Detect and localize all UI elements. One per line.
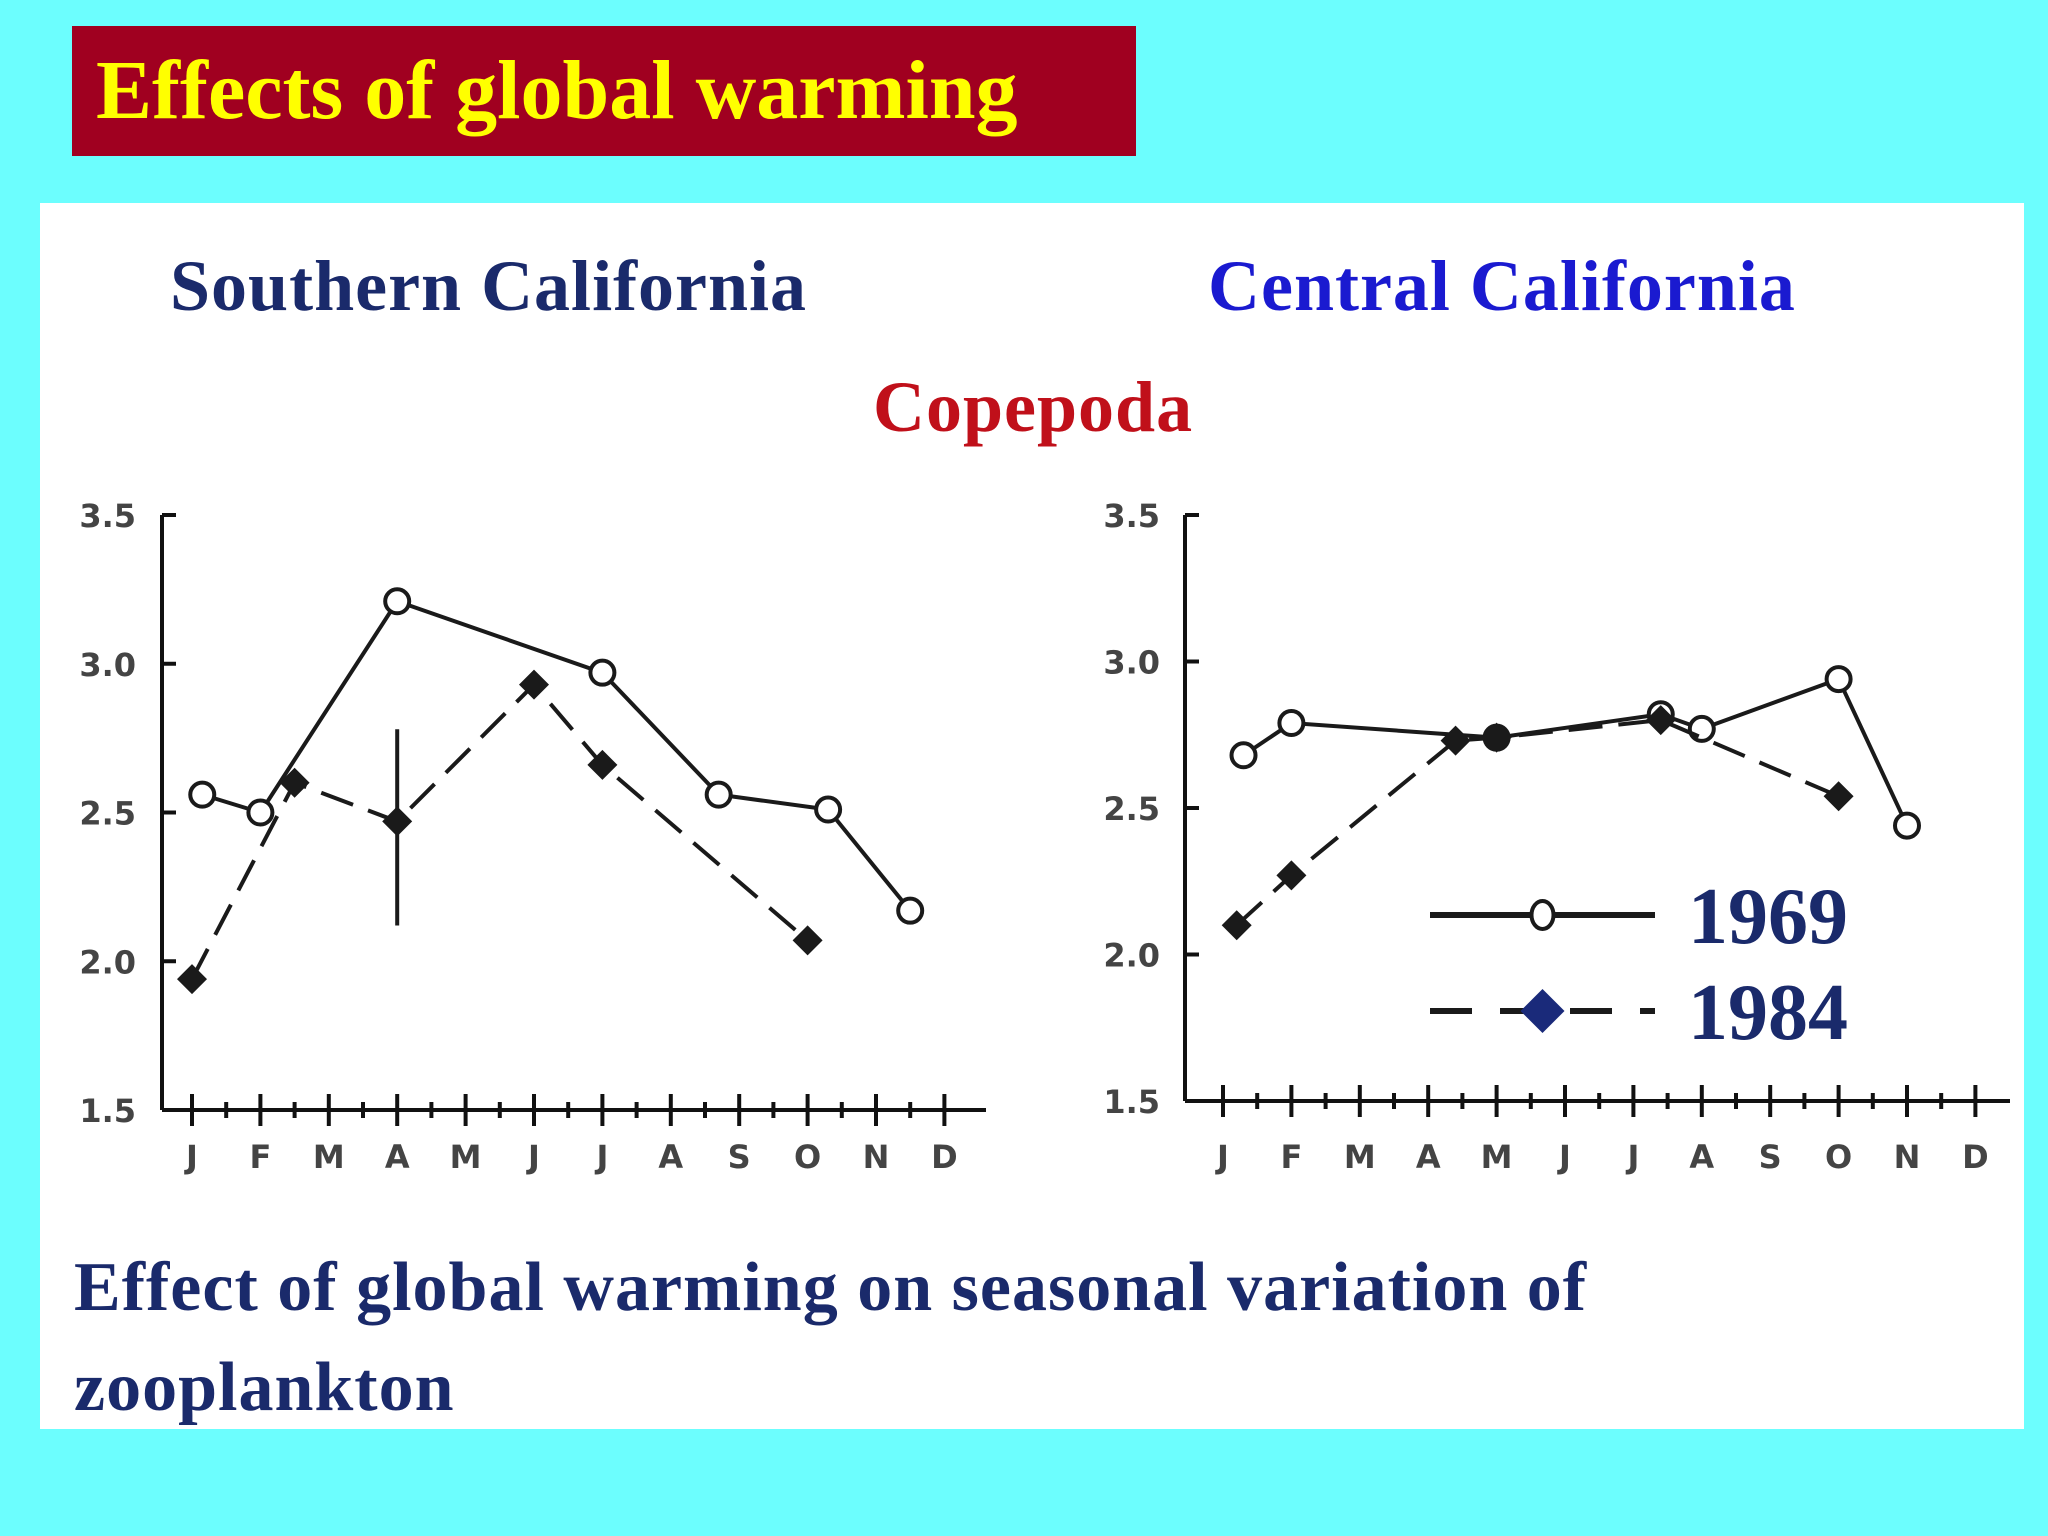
x-tick-label: J — [1625, 1138, 1639, 1176]
y-tick-label: 1.5 — [1103, 1083, 1160, 1121]
point-1984 — [1823, 781, 1854, 812]
y-tick-label: 2.5 — [1103, 790, 1160, 828]
x-tick-label: N — [1894, 1138, 1921, 1176]
chart-southern: 3.5 3.0 2.5 2.0 1.5 J F M A M J J A S O N D — [79, 497, 986, 1176]
point-1984 — [1481, 722, 1512, 753]
point-1984 — [792, 925, 823, 956]
y-tick-label: 3.5 — [79, 497, 136, 535]
y-tick-label: 3.0 — [1103, 644, 1160, 682]
point-1969 — [704, 780, 733, 809]
x-tick-label: M — [450, 1138, 482, 1176]
x-tick-label: J — [594, 1138, 608, 1176]
y-tick-label: 1.5 — [79, 1092, 136, 1130]
x-tick-label: J — [184, 1138, 198, 1176]
x-tick-label: A — [658, 1138, 683, 1176]
point-1969 — [896, 896, 925, 925]
series-line-1984 — [1235, 718, 1840, 927]
x-tick-label: F — [1280, 1138, 1302, 1176]
figure-panel: Southern California Central California C… — [40, 203, 2024, 1429]
x-tick-label: A — [385, 1138, 410, 1176]
point-1969 — [814, 795, 843, 824]
x-tick-label: N — [863, 1138, 890, 1176]
title-banner: Effects of global warming — [72, 26, 1136, 156]
point-1969 — [1687, 714, 1716, 743]
charts-svg: 3.5 3.0 2.5 2.0 1.5 J F M A M J J A S O N D 3.5 3.0 2.5 2.0 1… — [79, 497, 2010, 1176]
point-1969 — [1824, 665, 1853, 694]
point-1984 — [382, 806, 413, 837]
x-tick-label: O — [794, 1138, 821, 1176]
series-line-1984 — [190, 681, 809, 981]
point-1969 — [188, 780, 217, 809]
x-tick-label: J — [1215, 1138, 1229, 1176]
x-tick-label: M — [313, 1138, 345, 1176]
chart-title-southern-california: Southern California — [170, 246, 808, 326]
point-1984 — [1440, 725, 1471, 756]
y-tick-label: 2.0 — [1103, 937, 1160, 975]
point-1984 — [279, 767, 310, 798]
x-tick-label: F — [249, 1138, 271, 1176]
point-1984 — [587, 749, 618, 780]
x-tick-label: J — [526, 1138, 540, 1176]
y-tick-label: 3.0 — [79, 646, 136, 684]
x-tick-label: D — [931, 1138, 958, 1176]
series-line-1969 — [201, 598, 912, 912]
point-1984 — [519, 669, 549, 700]
x-tick-label: A — [1689, 1138, 1714, 1176]
x-tick-label: M — [1481, 1138, 1513, 1176]
legend-marker-1984 — [1520, 989, 1565, 1033]
x-tick-label: A — [1416, 1138, 1441, 1176]
y-tick-label: 3.5 — [1103, 497, 1160, 535]
point-1969 — [1893, 811, 1921, 840]
legend-marker-1969 — [1529, 899, 1556, 931]
x-tick-label: S — [728, 1138, 751, 1176]
x-tick-label: S — [1759, 1138, 1782, 1176]
point-1984 — [177, 964, 207, 995]
figure-caption: Effect of global warming on seasonal var… — [74, 1249, 1588, 1426]
point-1984 — [1276, 860, 1307, 891]
slide-title: Effects of global warming — [96, 44, 1018, 137]
series-line-1969 — [1242, 676, 1909, 827]
point-1969 — [1277, 709, 1306, 738]
point-1969 — [383, 587, 412, 616]
point-1984 — [1221, 910, 1252, 941]
x-tick-label: D — [1962, 1138, 1989, 1176]
point-1969 — [246, 798, 275, 827]
point-1969 — [588, 658, 617, 687]
x-tick-label: M — [1344, 1138, 1376, 1176]
y-tick-label: 2.5 — [79, 795, 136, 833]
chart-subtitle-copepoda: Copepoda — [873, 367, 1194, 447]
point-1984 — [1645, 705, 1676, 736]
point-1969 — [1229, 741, 1258, 770]
legend-label-1969: 1969 — [1688, 873, 1848, 961]
legend-label-1984: 1984 — [1688, 969, 1848, 1057]
chart-title-central-california: Central California — [1208, 246, 1796, 326]
x-tick-label: J — [1557, 1138, 1571, 1176]
x-tick-label: O — [1825, 1138, 1852, 1176]
y-tick-label: 2.0 — [79, 943, 136, 981]
